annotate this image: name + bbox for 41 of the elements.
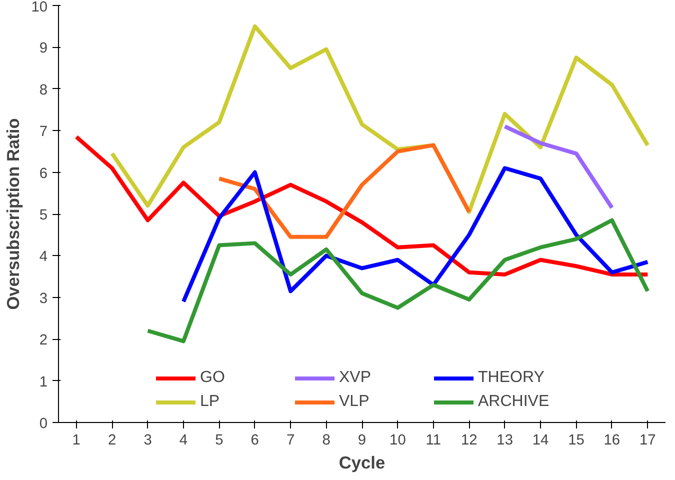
x-tick-label: 15 [568, 432, 584, 448]
y-tick-label: 8 [39, 82, 48, 98]
line-series [502, 124, 614, 210]
x-tick-label: 5 [215, 432, 224, 448]
y-axis-title: Oversubscription Ratio [3, 118, 24, 310]
x-tick-label: 4 [179, 432, 188, 448]
legend-label: GO [200, 369, 226, 387]
x-tick-label: 1 [72, 432, 80, 448]
x-tick-label: 10 [390, 432, 406, 448]
legend-label: ARCHIVE [478, 393, 550, 411]
legend-label: VLP [339, 393, 370, 411]
y-tick-label: 2 [39, 332, 48, 349]
legend-label: XVP [339, 369, 372, 387]
legend-label: LP [200, 393, 221, 411]
x-tick-label: 2 [108, 432, 116, 448]
y-tick-label: 0 [39, 416, 48, 432]
line-series [146, 218, 650, 344]
line-series [217, 143, 472, 239]
x-tick-label: 11 [426, 432, 442, 448]
legend-label: THEORY [478, 369, 546, 387]
line-series [74, 134, 650, 276]
x-tick-label: 14 [532, 432, 549, 448]
y-tick-label: 6 [39, 166, 48, 182]
y-tick-label: 5 [39, 208, 48, 224]
x-tick-label: 6 [250, 432, 259, 448]
x-tick-label: 3 [144, 432, 152, 448]
x-tick-label: 17 [639, 432, 656, 448]
y-tick-label: 4 [39, 249, 48, 266]
y-tick-label: 10 [31, 0, 48, 16]
line-series [181, 166, 650, 304]
y-tick-label: 7 [39, 124, 48, 140]
y-tick-label: 9 [39, 40, 48, 57]
y-tick-label: 3 [39, 290, 48, 307]
x-tick-label: 13 [496, 432, 513, 448]
x-tick-label: 8 [322, 432, 330, 448]
x-tick-label: 16 [604, 432, 620, 448]
y-tick-label: 1 [39, 374, 48, 390]
x-tick-label: 7 [286, 432, 295, 448]
x-tick-label: 12 [460, 432, 478, 448]
x-tick-label: 9 [358, 432, 366, 448]
x-axis-title: Cycle [338, 452, 386, 472]
